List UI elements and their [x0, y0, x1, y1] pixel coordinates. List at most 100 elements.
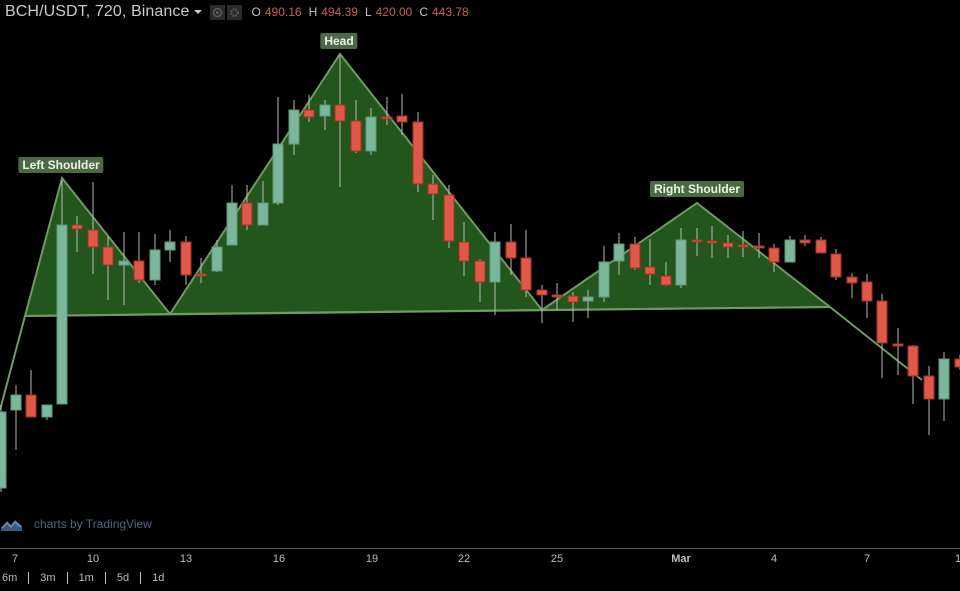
ohlc-key: H: [308, 5, 318, 19]
range-divider: [104, 572, 106, 584]
candle[interactable]: [551, 283, 563, 310]
candle[interactable]: [892, 328, 904, 375]
candle[interactable]: [753, 233, 765, 258]
lead-in-line[interactable]: [0, 315, 26, 411]
x-axis-label: 7: [11, 553, 19, 565]
left-shoulder-label[interactable]: Left Shoulder: [18, 157, 104, 173]
range-divider: [140, 572, 142, 584]
candle[interactable]: [706, 226, 718, 258]
candle[interactable]: [474, 259, 486, 302]
x-axis-label: Mar: [671, 553, 691, 565]
candle[interactable]: [784, 236, 796, 263]
ohlc-value: 420.00: [375, 5, 413, 19]
range-divider: [28, 572, 30, 584]
candle[interactable]: [458, 222, 470, 276]
candle[interactable]: [443, 185, 455, 248]
candle[interactable]: [56, 180, 68, 405]
chevron-down-icon[interactable]: [193, 10, 202, 14]
candle[interactable]: [520, 230, 532, 297]
x-axis-label: 7: [863, 553, 871, 565]
candle[interactable]: [25, 370, 37, 418]
head-shape[interactable]: [168, 52, 545, 316]
candle[interactable]: [815, 237, 827, 254]
candle[interactable]: [226, 185, 238, 246]
candle[interactable]: [350, 100, 362, 153]
candle[interactable]: [799, 235, 811, 246]
candle[interactable]: [861, 274, 873, 318]
candle[interactable]: [412, 112, 424, 192]
candle[interactable]: [41, 404, 53, 420]
range-button-5d[interactable]: 5d: [116, 572, 130, 584]
candle[interactable]: [180, 236, 192, 285]
candle[interactable]: [164, 230, 176, 262]
ohlc-value: 490.16: [264, 5, 302, 19]
ohlc-value: 443.78: [432, 5, 469, 19]
candle[interactable]: [427, 175, 439, 220]
candle[interactable]: [381, 97, 393, 125]
candle[interactable]: [272, 97, 284, 205]
range-button-6m[interactable]: 6m: [2, 572, 18, 584]
range-button-3m[interactable]: 3m: [40, 572, 56, 584]
ohlc-key: C: [419, 5, 428, 19]
x-axis-label: 13: [179, 553, 193, 565]
range-selector: 6m 3m 1m 5d 1d: [0, 572, 175, 584]
candle[interactable]: [257, 181, 269, 226]
candle[interactable]: [303, 95, 315, 122]
candle[interactable]: [87, 182, 99, 274]
candle[interactable]: [334, 55, 346, 187]
eye-icon[interactable]: [209, 4, 225, 20]
candle[interactable]: [938, 352, 950, 421]
right-shoulder-label[interactable]: Right Shoulder: [650, 181, 744, 197]
candle[interactable]: [876, 294, 888, 378]
candle[interactable]: [567, 292, 579, 322]
x-axis-label: 16: [272, 553, 286, 565]
range-button-1d[interactable]: 1d: [152, 572, 165, 584]
candle[interactable]: [10, 385, 22, 450]
candle[interactable]: [118, 232, 130, 305]
candle[interactable]: [768, 244, 780, 272]
symbol-title[interactable]: BCH/USDT, 720, Binance: [5, 3, 190, 20]
candle[interactable]: [396, 94, 408, 135]
x-axis-label: 19: [365, 553, 379, 565]
range-divider: [66, 572, 68, 584]
candle[interactable]: [365, 108, 377, 155]
breakdown-line[interactable]: [829, 306, 923, 381]
candle[interactable]: [536, 285, 548, 323]
range-button-1m[interactable]: 1m: [78, 572, 94, 584]
candle[interactable]: [505, 224, 517, 275]
candle[interactable]: [319, 100, 331, 130]
candle[interactable]: [691, 228, 703, 256]
candle[interactable]: [288, 100, 300, 155]
candle[interactable]: [598, 246, 610, 302]
candle[interactable]: [71, 216, 83, 252]
candle[interactable]: [195, 258, 207, 283]
candle[interactable]: [907, 345, 919, 404]
tradingview-credit[interactable]: charts by TradingView: [0, 516, 152, 532]
candle[interactable]: [923, 366, 935, 435]
candle[interactable]: [489, 232, 501, 315]
candle[interactable]: [102, 236, 114, 300]
candle[interactable]: [149, 234, 161, 285]
candle[interactable]: [722, 235, 734, 258]
candle[interactable]: [660, 262, 672, 286]
x-axis-line: [0, 548, 960, 549]
candle[interactable]: [830, 249, 842, 280]
neckline[interactable]: [24, 306, 831, 317]
gear-icon[interactable]: [226, 4, 242, 20]
candle[interactable]: [954, 355, 960, 370]
candle[interactable]: [644, 239, 656, 285]
candle[interactable]: [133, 232, 145, 283]
x-axis-label: 4: [770, 553, 778, 565]
candle[interactable]: [846, 273, 858, 298]
candle[interactable]: [211, 240, 223, 272]
candle[interactable]: [241, 185, 253, 230]
candle[interactable]: [629, 237, 641, 270]
candle[interactable]: [737, 231, 749, 257]
chart-header: BCH/USDT, 720, Binance O 490.16 H 494.39 L 42…: [0, 0, 472, 24]
candle[interactable]: [675, 228, 687, 288]
candle[interactable]: [0, 405, 7, 492]
price-chart[interactable]: [0, 0, 960, 548]
candle[interactable]: [582, 290, 594, 318]
head-label[interactable]: Head: [320, 33, 358, 49]
candle[interactable]: [613, 233, 625, 275]
